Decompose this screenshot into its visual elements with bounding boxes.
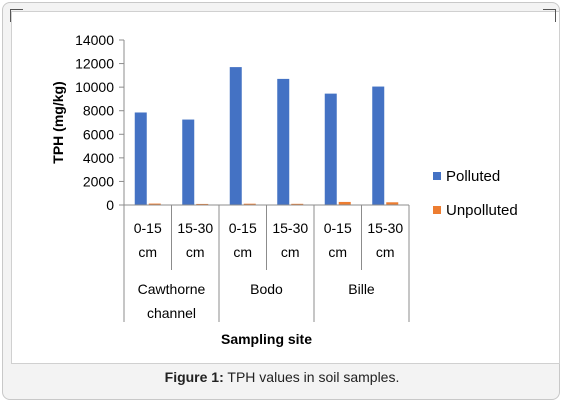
legend-label-polluted: Polluted [446, 168, 500, 185]
figure-frame [2, 2, 560, 400]
y-tick-label: 12000 [75, 56, 114, 72]
x-category-label: cm [281, 244, 300, 260]
bar-unpolluted-0 [148, 203, 161, 205]
legend-swatch-unpolluted [433, 206, 441, 214]
figure-label: Figure 1: [164, 369, 224, 385]
x-category-label: 0-15 [134, 220, 162, 236]
y-tick-label: 8000 [83, 103, 114, 119]
corner-mark-left [10, 9, 23, 22]
figure-caption-text: TPH values in soil samples. [227, 369, 400, 385]
x-category-label: cm [376, 244, 395, 260]
bar-polluted-0 [134, 112, 147, 205]
bar-unpolluted-2 [243, 203, 256, 205]
x-category-label: 0-15 [324, 220, 352, 236]
x-group-label: Bille [348, 281, 375, 297]
bar-unpolluted-4 [338, 201, 351, 205]
y-tick-label: 6000 [83, 126, 114, 142]
bar-unpolluted-3 [291, 203, 304, 205]
y-tick-label: 10000 [75, 79, 114, 95]
bar-polluted-1 [182, 119, 195, 205]
y-tick-label: 0 [106, 197, 114, 213]
y-axis-title: TPH (mg/kg) [50, 81, 66, 163]
y-tick-label: 4000 [83, 150, 114, 166]
x-category-label: cm [186, 244, 205, 260]
bar-polluted-2 [229, 67, 242, 205]
x-axis-title: Sampling site [221, 331, 312, 347]
x-category-label: 0-15 [229, 220, 257, 236]
x-category-label: 15-30 [177, 220, 213, 236]
x-category-label: cm [138, 244, 157, 260]
y-tick-label: 2000 [83, 173, 114, 189]
x-group-label: Cawthorne [138, 281, 206, 297]
x-group-label: Bodo [250, 281, 283, 297]
bar-polluted-4 [324, 93, 337, 205]
bar-unpolluted-5 [386, 202, 399, 205]
bar-unpolluted-1 [196, 203, 209, 205]
bar-polluted-3 [277, 78, 290, 205]
x-category-label: cm [328, 244, 347, 260]
x-group-label: channel [147, 305, 196, 321]
x-category-label: 15-30 [367, 220, 403, 236]
bar-polluted-5 [372, 86, 385, 205]
y-tick-label: 14000 [75, 32, 114, 48]
corner-mark-right [543, 9, 556, 22]
x-category-label: 15-30 [272, 220, 308, 236]
x-category-label: cm [233, 244, 252, 260]
legend-swatch-polluted [433, 172, 441, 180]
figure-caption: Figure 1: TPH values in soil samples. [0, 369, 564, 385]
legend-label-unpolluted: Unpolluted [446, 202, 518, 219]
